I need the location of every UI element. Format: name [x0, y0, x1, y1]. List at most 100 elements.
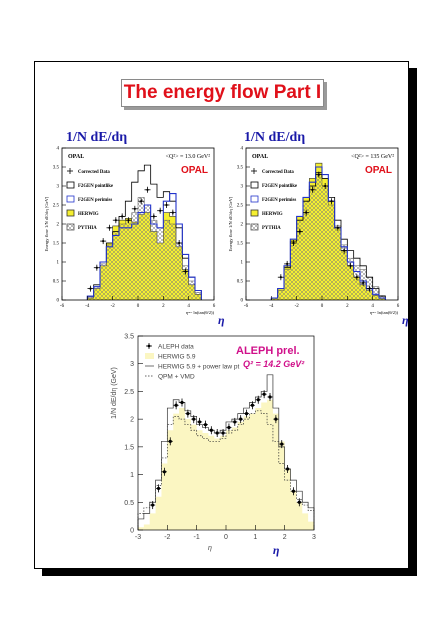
- y-tick-label: 0: [241, 299, 244, 304]
- legend-swatch: [66, 209, 75, 217]
- data-point: [140, 200, 143, 203]
- legend-swatch: [66, 195, 75, 203]
- x-axis-label: η=- ln(tan(θ/2)): [186, 310, 215, 315]
- data-point: [280, 442, 284, 446]
- legend-label: F2GEN perimiss: [78, 198, 112, 203]
- x-tick-label: -2: [164, 534, 170, 541]
- y-tick-label: 3: [57, 185, 60, 190]
- data-point: [292, 241, 295, 245]
- legend-label: Corrected Data: [262, 170, 294, 175]
- data-point: [324, 184, 327, 188]
- slide-page: The energy flow Part I: [34, 61, 409, 569]
- data-point: [268, 395, 272, 399]
- opal-low-q2-chart: 1/N dE/dη -6 -4 -2 0 2 4 600.511.522.533.54η=-…: [44, 130, 225, 327]
- opal-high-q2-chart: 1/N dE/dη -6 -4 -2 0 2 4 600.511.522.533.54η=-…: [228, 130, 409, 327]
- y-tick-label: 2: [57, 223, 60, 228]
- data-point: [221, 431, 225, 435]
- data-point: [133, 207, 136, 210]
- y-tick-label: 3: [130, 361, 134, 368]
- data-point: [291, 489, 296, 493]
- y-tick-label: 2: [241, 223, 244, 228]
- x-tick-label: 6: [213, 304, 216, 309]
- data-point: [286, 467, 290, 471]
- qpm-vmd-series: [137, 410, 315, 530]
- data-point: [114, 219, 117, 222]
- data-point: [286, 262, 289, 265]
- data-point: [349, 264, 352, 267]
- panel-title: 1/N dE/dη: [66, 130, 127, 145]
- eta-symbol: η: [273, 543, 280, 557]
- q2-label: <Q²> = 135 GeV²: [351, 154, 394, 160]
- experiment-label: OPAL: [68, 154, 84, 160]
- eta-symbol: η: [218, 313, 225, 327]
- legend-label: PYTHIA: [262, 226, 281, 231]
- y-tick-label: 0.5: [124, 500, 134, 507]
- legend-swatch: [250, 209, 259, 217]
- x-tick-label: 2: [162, 304, 165, 309]
- f2gen-perimiss-series: [86, 193, 202, 300]
- x-tick-label: 4: [187, 304, 190, 309]
- x-tick-label: 6: [397, 304, 400, 309]
- data-point: [178, 241, 181, 245]
- legend-swatch: [66, 223, 75, 231]
- y-tick-label: 1: [130, 472, 134, 479]
- data-point: [209, 428, 213, 432]
- x-tick-label: -6: [244, 304, 249, 309]
- aleph-chart: -3 -2 -1 0 1 2 3 0 0.5 1 1.5 2 2.5 3 3.5 1/N dE/dη (GeV…: [111, 334, 316, 558]
- data-point: [165, 203, 168, 207]
- x-tick-label: 3: [312, 534, 316, 541]
- x-tick-label: 0: [137, 304, 140, 309]
- x-tick-label: -2: [295, 304, 300, 309]
- y-tick-label: 1.5: [237, 242, 244, 247]
- data-point: [159, 209, 162, 212]
- experiment-label: OPAL: [252, 154, 268, 160]
- y-tick-label: 1: [57, 261, 60, 266]
- data-point: [298, 230, 301, 233]
- x-tick-label: 4: [371, 304, 374, 309]
- legend-label: F2GEN pointlike: [78, 184, 113, 189]
- x-tick-label: -6: [60, 304, 65, 309]
- data-point: [151, 503, 155, 507]
- data-point: [156, 486, 161, 491]
- x-tick-label: -3: [135, 534, 141, 541]
- q2-label: <Q²> = 13.0 GeV²: [166, 154, 211, 160]
- y-axis-label: Energy flow 1/N dE/dη [GeV]: [44, 196, 49, 251]
- data-point: [203, 423, 208, 427]
- y-tick-label: 2.5: [124, 389, 134, 396]
- x-tick-label: -4: [85, 304, 90, 309]
- data-point: [89, 287, 92, 290]
- y-tick-label: 0.5: [53, 280, 60, 285]
- y-tick-label: 3: [241, 185, 244, 190]
- legend-swatch: [145, 353, 154, 359]
- data-point: [305, 211, 308, 214]
- data-point: [168, 439, 172, 443]
- data-point: [215, 431, 219, 435]
- legend-swatch: [250, 195, 259, 203]
- legend-swatch: [250, 181, 259, 189]
- data-point: [198, 420, 202, 424]
- legend-marker-dot: [147, 344, 151, 348]
- data-point: [171, 211, 174, 214]
- x-axis-label: η=- ln(tan(θ/2)): [370, 310, 399, 315]
- aleph-q2-label: Q² = 14.2 GeV²: [243, 359, 305, 369]
- y-tick-label: 2.5: [53, 204, 60, 209]
- opal-logo: OPAL: [365, 165, 392, 176]
- panel-title: 1/N dE/dη: [244, 130, 305, 145]
- x-axis-label: η: [208, 545, 212, 552]
- x-tick-label: 2: [283, 534, 287, 541]
- data-point: [279, 276, 282, 279]
- data-point: [330, 200, 333, 203]
- data-point: [239, 417, 243, 421]
- data-point: [162, 470, 166, 474]
- data-point: [262, 392, 266, 396]
- data-point: [355, 276, 358, 279]
- data-point: [256, 398, 260, 402]
- legend-label: F2GEN perimiss: [262, 198, 296, 203]
- x-tick-label: 0: [321, 304, 324, 309]
- data-point: [274, 417, 278, 421]
- data-point: [174, 403, 178, 407]
- eta-symbol: η: [402, 313, 409, 327]
- data-point: [311, 188, 314, 191]
- f2gen-perimiss-series: [270, 166, 386, 300]
- data-point: [244, 412, 249, 416]
